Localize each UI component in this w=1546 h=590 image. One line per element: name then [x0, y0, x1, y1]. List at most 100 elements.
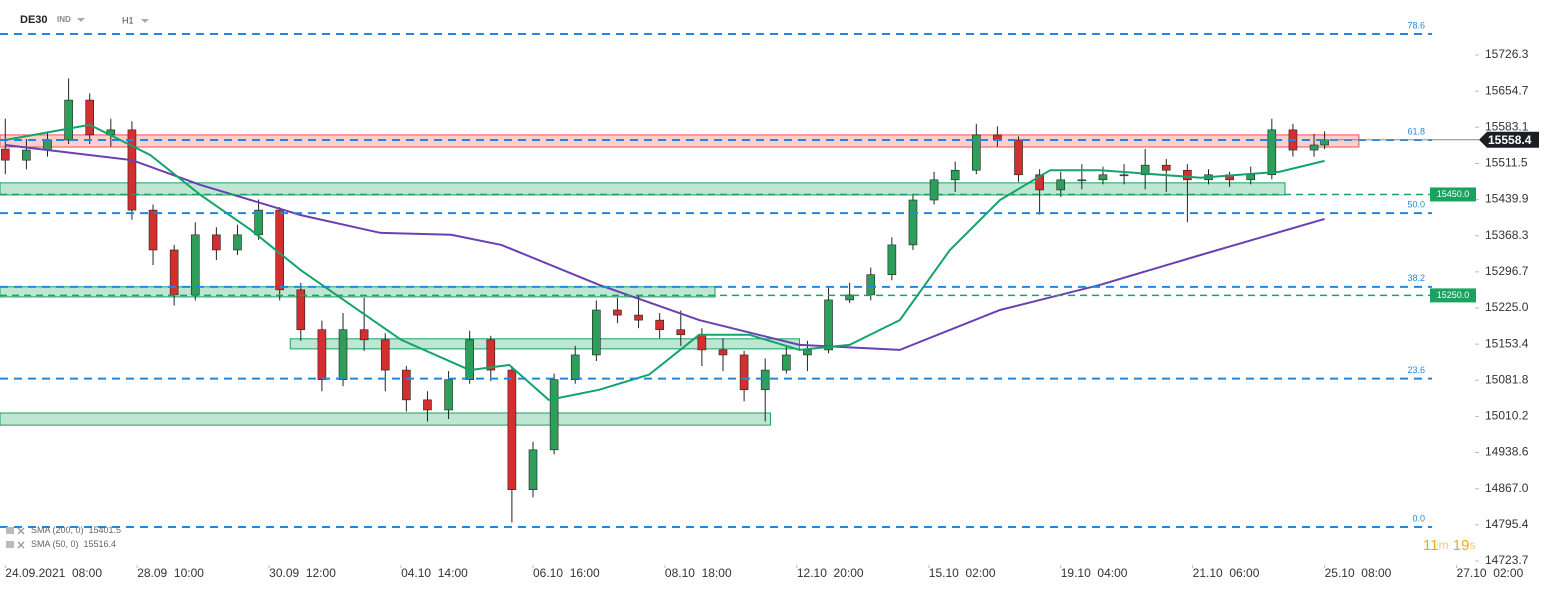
- candle-body: [1183, 169, 1192, 181]
- candle-body: [507, 369, 517, 491]
- candle-body: [85, 99, 95, 136]
- candle-body: [570, 354, 580, 380]
- candle-body: [613, 309, 622, 316]
- candle-body: [380, 339, 390, 371]
- y-tick-label: 15368.3: [1485, 228, 1529, 242]
- legend-entry: SMA (50, 0) 15516.4: [31, 539, 116, 549]
- candle-body: [1035, 174, 1044, 191]
- candle-body: [22, 149, 31, 161]
- y-tick-label: 15153.4: [1485, 336, 1529, 350]
- candle-body: [824, 299, 833, 351]
- candle-body: [0, 148, 10, 161]
- x-tick-label: 08.10 18:00: [665, 566, 732, 580]
- timer-part: 11: [1423, 537, 1439, 554]
- y-tick-label: 15726.3: [1485, 47, 1529, 61]
- x-tick-label: 15.10 02:00: [929, 566, 996, 580]
- candle-body: [212, 234, 221, 251]
- zone: [0, 412, 771, 426]
- y-tick-label: 14795.4: [1485, 517, 1529, 531]
- y-tick-label: 15296.7: [1485, 264, 1529, 278]
- x-tick-label: 25.10 08:00: [1325, 566, 1392, 580]
- candle-body: [233, 234, 242, 251]
- y-tick-label: 15583.1: [1485, 119, 1529, 133]
- x-tick-label: 24.09.2021 08:00: [5, 566, 102, 580]
- dropdown-caret[interactable]: [77, 18, 85, 22]
- x-tick-label: 12.10 20:00: [797, 566, 864, 580]
- legend-name: SMA (50, 0): [31, 539, 79, 549]
- candle-body: [402, 369, 411, 401]
- legend-icon: [6, 527, 14, 534]
- candle-body: [1140, 164, 1150, 176]
- legend-value: 15401.5: [89, 525, 122, 535]
- fib-label: 23.6: [1407, 365, 1425, 375]
- y-tick-label: 14938.6: [1485, 445, 1529, 459]
- candle-body: [1056, 179, 1066, 191]
- candle-body: [760, 369, 770, 391]
- plot-area: [0, 78, 1360, 523]
- fib-label: 78.6: [1407, 20, 1425, 30]
- level-label: 15250.0: [1437, 290, 1470, 300]
- fib-label: 61.8: [1407, 126, 1425, 136]
- y-tick-label: 15439.9: [1485, 192, 1529, 206]
- candle-body: [486, 339, 496, 371]
- timer-part: m: [1439, 538, 1449, 552]
- level-tag: [1430, 288, 1476, 303]
- y-tick-label: 15654.7: [1485, 83, 1529, 97]
- candle-body: [1267, 129, 1277, 176]
- candle-body: [908, 199, 918, 246]
- candle-body: [676, 329, 686, 336]
- candle-body: [43, 139, 52, 151]
- candle-body: [169, 249, 179, 296]
- candle-body: [528, 449, 538, 491]
- candle-body: [1119, 174, 1129, 177]
- fib-label: 38.2: [1407, 273, 1425, 283]
- legend-remove[interactable]: [17, 541, 25, 549]
- candle-body: [1246, 174, 1256, 181]
- y-tick-label: 15010.2: [1485, 409, 1529, 423]
- timer-part: s: [1469, 538, 1475, 552]
- x-tick-label: 27.10 02:00: [1457, 566, 1524, 580]
- fib-label: 50.0: [1407, 200, 1425, 210]
- candle-body: [549, 379, 559, 451]
- level-label: 15450.0: [1437, 189, 1470, 199]
- y-tick-label: 15081.8: [1485, 372, 1529, 386]
- candle-body: [782, 354, 791, 371]
- candle-body: [697, 334, 707, 351]
- x-tick-label: 28.09 10:00: [137, 566, 204, 580]
- y-tick-label: 15511.5: [1485, 156, 1528, 170]
- candle-body: [887, 244, 897, 276]
- candle-body: [423, 399, 432, 411]
- sma-line: [5, 123, 1325, 401]
- timer: 11m 19s: [1423, 537, 1475, 554]
- symbol[interactable]: DE30: [20, 14, 48, 26]
- candle-body: [1309, 144, 1319, 151]
- dropdown-caret[interactable]: [141, 19, 149, 23]
- x-tick-label: 30.09 12:00: [269, 566, 336, 580]
- legend-entry: SMA (200, 0) 15401.5: [31, 525, 121, 535]
- candle-body: [317, 329, 327, 380]
- market: IND: [57, 15, 71, 24]
- candle-body: [127, 129, 137, 211]
- candle-body: [338, 329, 348, 380]
- x-tick-label: 21.10 06:00: [1193, 566, 1260, 580]
- candle-body: [296, 289, 306, 331]
- candle-body: [971, 134, 981, 171]
- candle-body: [866, 274, 876, 296]
- timeframe[interactable]: H1: [122, 15, 134, 25]
- legend-name: SMA (200, 0): [31, 525, 84, 535]
- y-tick-label: 15225.0: [1485, 300, 1529, 314]
- candle-body: [254, 209, 263, 236]
- legend-icon: [6, 541, 14, 548]
- x-tick-label: 19.10 04:00: [1061, 566, 1128, 580]
- candle-body: [634, 314, 643, 321]
- candle-body: [1077, 179, 1087, 182]
- legend-remove[interactable]: [17, 527, 25, 535]
- last-price-label: 15558.4: [1488, 133, 1532, 147]
- timer-part: 19: [1453, 537, 1470, 554]
- candle-body: [465, 339, 474, 380]
- legend-value: 15516.4: [84, 539, 117, 549]
- candle-body: [64, 99, 73, 141]
- zone: [289, 338, 801, 350]
- x-tick-label: 06.10 16:00: [533, 566, 600, 580]
